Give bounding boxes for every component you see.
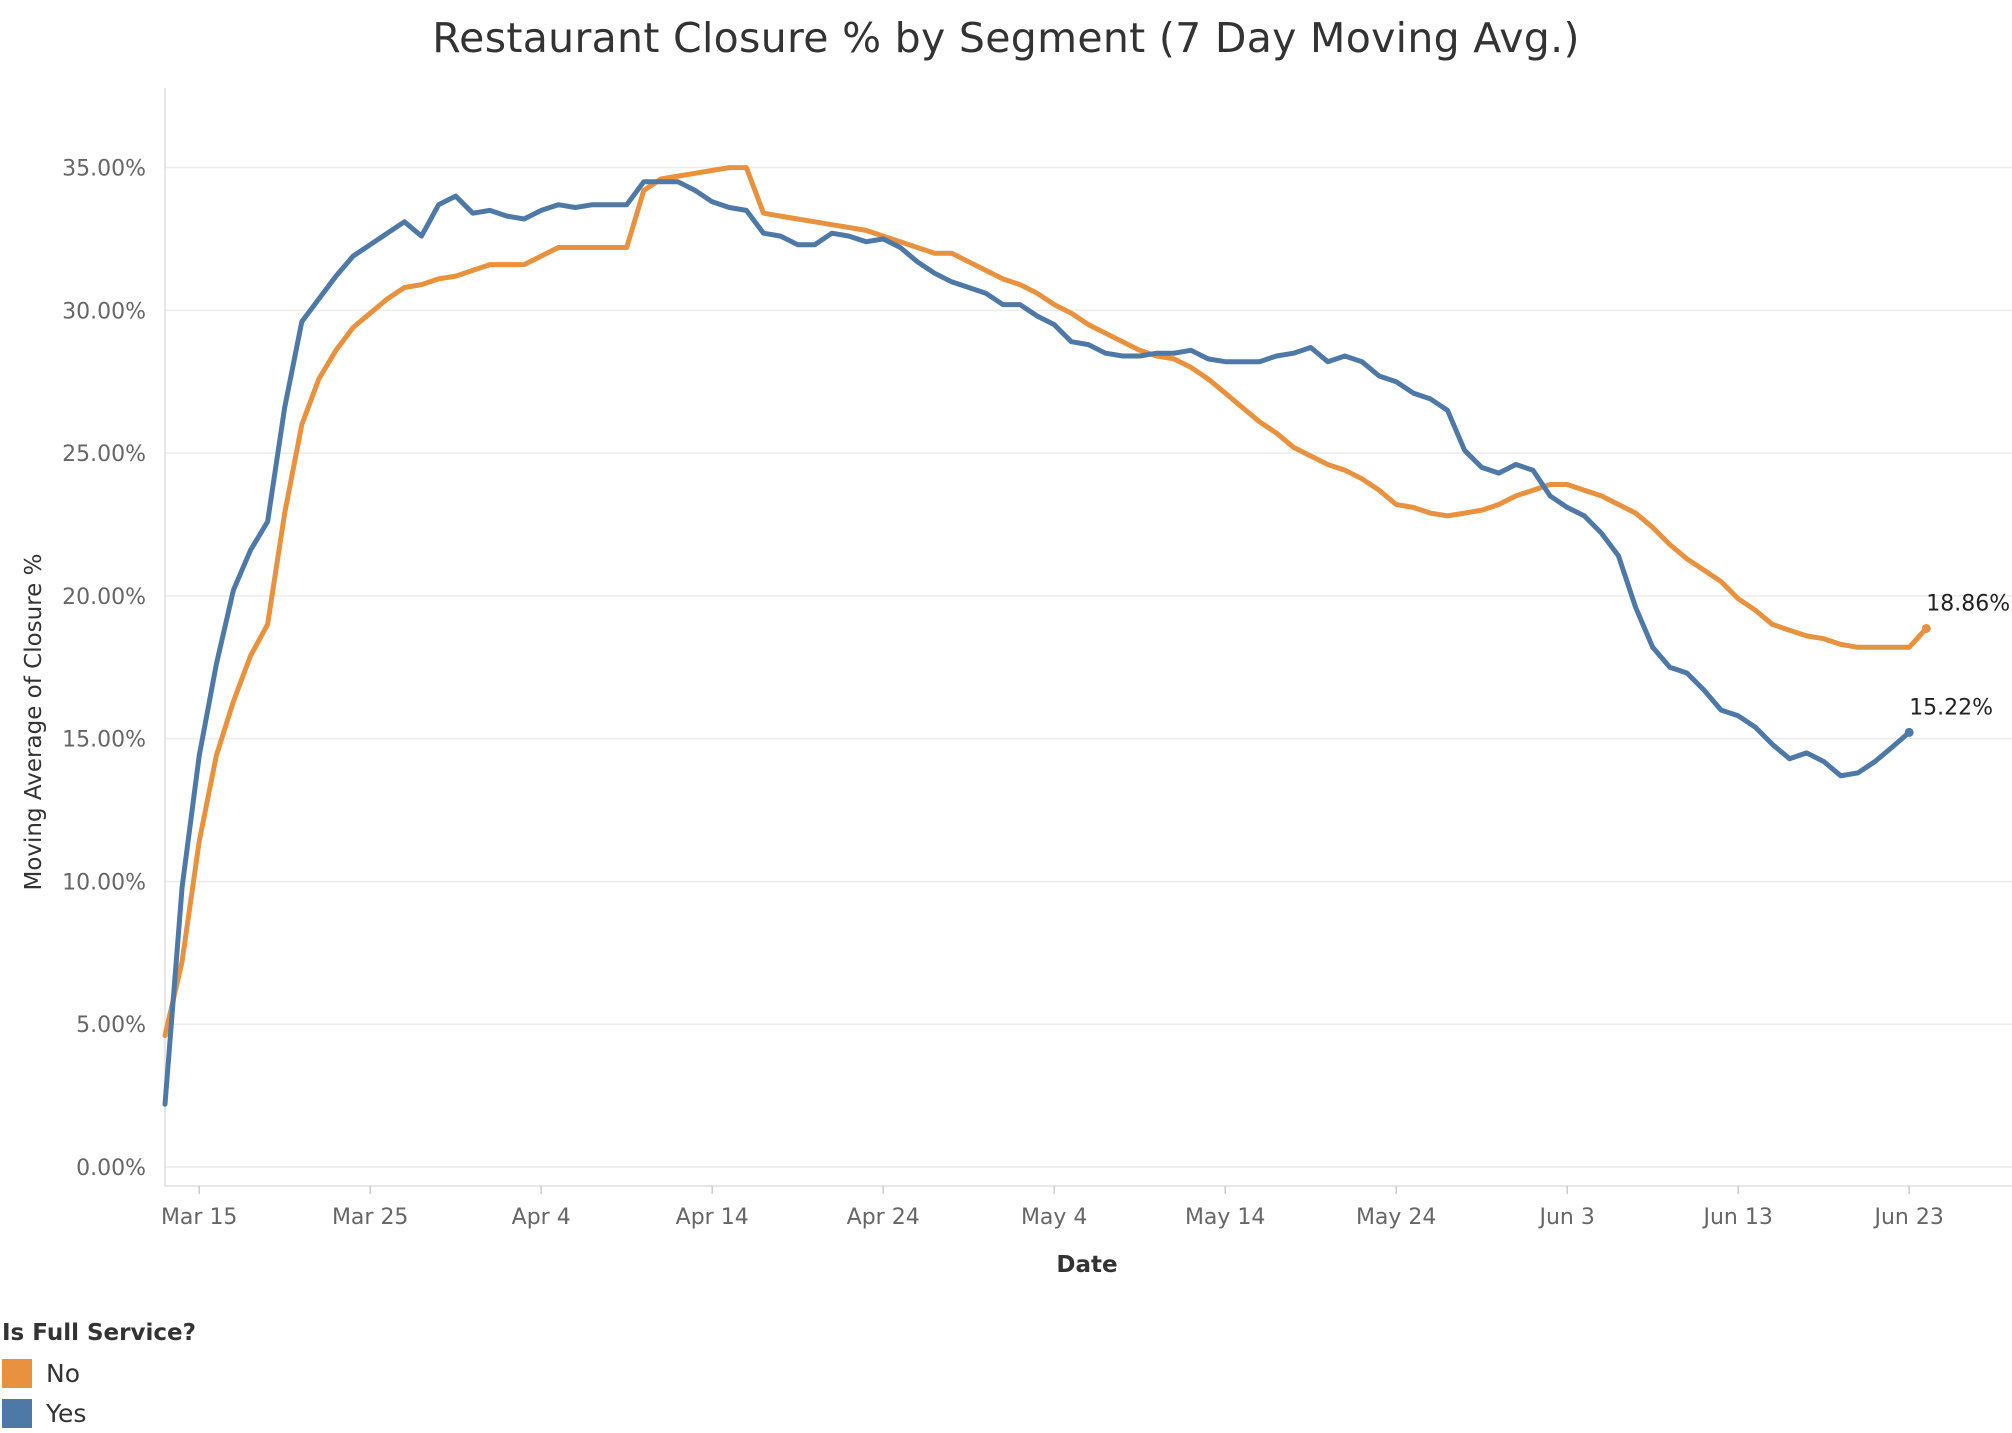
x-tick-label: May 24 (1356, 1205, 1436, 1230)
y-axis-title: Moving Average of Closure % (21, 554, 47, 891)
legend-swatch-yes (2, 1398, 32, 1428)
x-tick-label: Apr 24 (847, 1205, 920, 1230)
y-tick-label: 10.00% (62, 870, 146, 895)
x-tick-label: Mar 15 (161, 1205, 238, 1230)
y-axis-ticks: 0.00% 5.00% 10.00% 15.00% 20.00% 25.00% 30.00%… (62, 157, 146, 1181)
series-end-point-yes (1904, 727, 1914, 737)
end-label-no: 18.86% (1926, 591, 2010, 616)
chart-title: Restaurant Closure % by Segment (7 Day M… (432, 14, 1580, 62)
legend-label-no: No (46, 1358, 80, 1388)
series-line-yes (162, 179, 1912, 1107)
x-tick-label: Apr 4 (512, 1205, 571, 1230)
end-label-yes: 15.22% (1909, 695, 1993, 720)
x-tick-label: Jun 23 (1873, 1205, 1944, 1230)
y-tick-label: 25.00% (62, 442, 146, 467)
x-axis-ticks: Mar 15 Mar 25 Apr 4 Apr 14 Apr 24 May 4 May 14… (161, 1186, 1944, 1230)
y-tick-label: 15.00% (62, 728, 146, 753)
legend-label-yes: Yes (46, 1398, 87, 1428)
legend-swatch-no (2, 1358, 32, 1388)
x-tick-label: Jun 3 (1538, 1205, 1595, 1230)
series-line-no (162, 165, 1929, 1039)
series-lines (162, 165, 1931, 1107)
legend-title: Is Full Service? (2, 1320, 196, 1346)
x-tick-label: Jun 13 (1702, 1205, 1773, 1230)
axes (164, 88, 2012, 1187)
y-tick-label: 20.00% (62, 585, 146, 610)
x-tick-label: May 14 (1185, 1205, 1265, 1230)
end-labels: 18.86% 15.22% (1909, 591, 2010, 720)
x-tick-label: May 4 (1021, 1205, 1087, 1230)
legend-item-yes[interactable]: Yes (2, 1393, 196, 1433)
x-axis-title: Date (1056, 1252, 1117, 1278)
legend: Is Full Service? No Yes (2, 1320, 196, 1433)
y-tick-label: 0.00% (76, 1156, 146, 1181)
x-tick-label: Apr 14 (676, 1205, 749, 1230)
gridlines (165, 166, 2012, 1168)
y-tick-label: 30.00% (62, 299, 146, 324)
legend-item-no[interactable]: No (2, 1353, 196, 1393)
y-tick-label: 35.00% (62, 157, 146, 182)
x-tick-label: Mar 25 (332, 1205, 409, 1230)
y-tick-label: 5.00% (76, 1013, 146, 1038)
series-end-point-no (1921, 623, 1931, 633)
